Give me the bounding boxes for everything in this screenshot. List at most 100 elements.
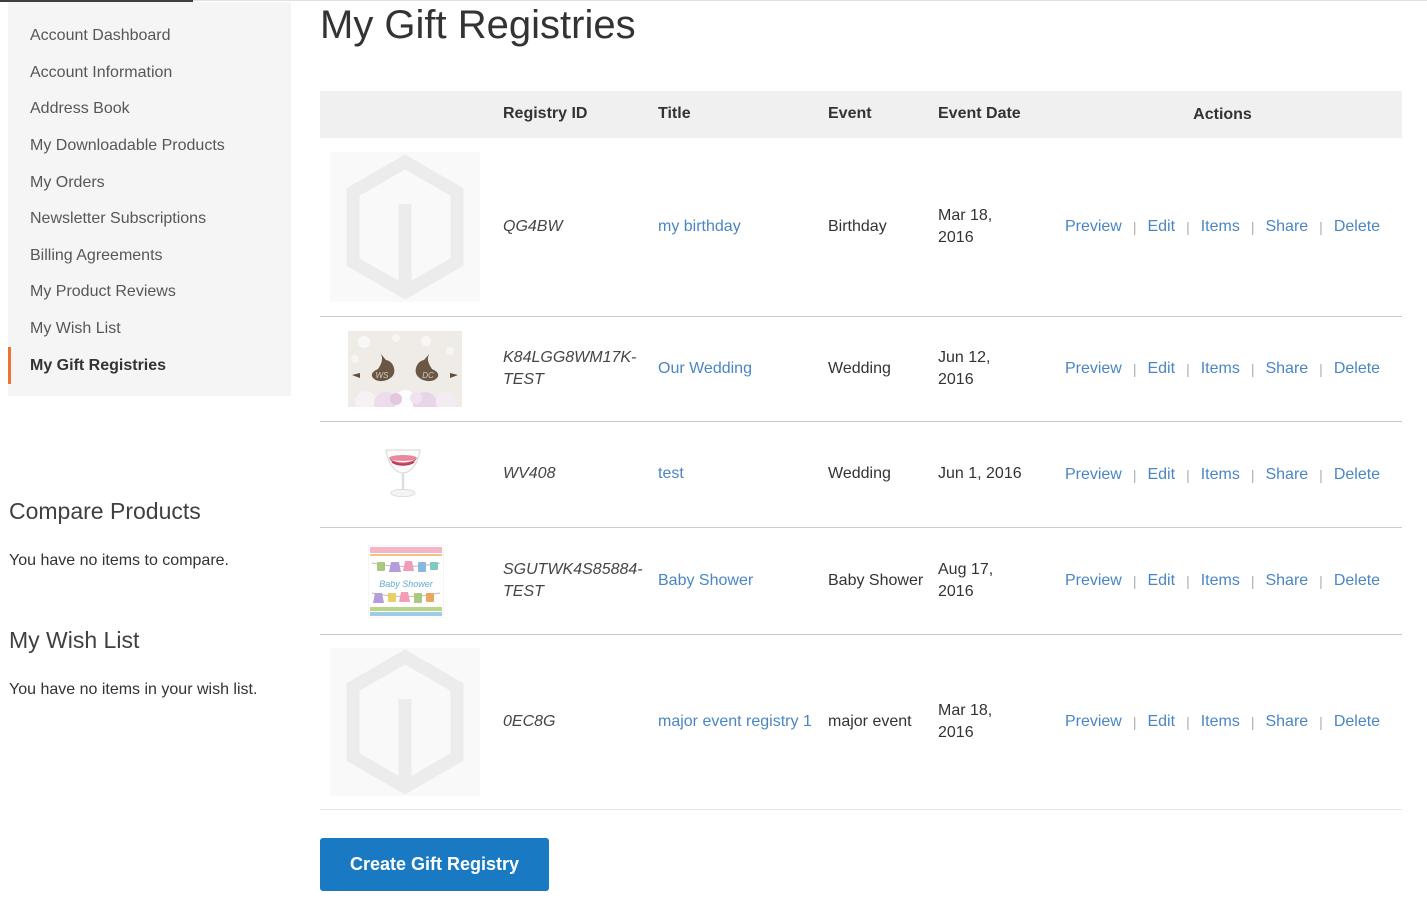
- event-date: Aug 17, 2016: [938, 560, 994, 600]
- header-event-date: Event Date: [938, 105, 1021, 123]
- items-link[interactable]: Items: [1200, 465, 1240, 483]
- registry-thumbnail-cell: [320, 446, 490, 503]
- event-date: Mar 18, 2016: [938, 206, 993, 246]
- separator: |: [1319, 219, 1323, 235]
- separator: |: [1132, 466, 1137, 483]
- delete-link[interactable]: Delete: [1333, 465, 1381, 483]
- separator: |: [1132, 573, 1137, 589]
- actions-cell: Preview | Edit | Items | Share | Delete: [1030, 466, 1402, 484]
- baby-shower-card-text: Baby Shower: [379, 579, 434, 589]
- table-header-row: Registry ID Title Event Event Date Actio…: [320, 91, 1402, 138]
- wish-list-empty-text: You have no items in your wish list.: [9, 681, 258, 698]
- actions-cell: Preview | Edit | Items | Share | Delete: [1030, 360, 1402, 378]
- share-link[interactable]: Share: [1265, 465, 1309, 483]
- sidebar-item-account-information[interactable]: Account Information: [30, 63, 173, 81]
- share-link[interactable]: Share: [1265, 713, 1309, 730]
- header-actions: Actions: [1193, 105, 1252, 123]
- items-link[interactable]: Items: [1200, 360, 1240, 377]
- sidebar-item-newsletter-subscriptions[interactable]: Newsletter Subscriptions: [30, 210, 207, 228]
- registry-id: WV408: [503, 465, 556, 483]
- page-title: My Gift Registries: [320, 3, 636, 47]
- event-type: Birthday: [828, 217, 887, 235]
- separator: |: [1319, 714, 1323, 730]
- share-link[interactable]: Share: [1265, 218, 1309, 235]
- separator: |: [1250, 714, 1255, 730]
- separator: |: [1319, 361, 1323, 377]
- preview-link[interactable]: Preview: [1064, 572, 1122, 589]
- registry-thumbnail-cell: WS DC: [320, 331, 490, 407]
- share-link[interactable]: Share: [1265, 572, 1309, 589]
- delete-link[interactable]: Delete: [1333, 572, 1381, 589]
- sidebar-item-my-gift-registries[interactable]: My Gift Registries: [8, 347, 291, 384]
- registry-title-link[interactable]: my birthday: [658, 217, 741, 235]
- registry-title-link[interactable]: Baby Shower: [658, 571, 754, 589]
- preview-link[interactable]: Preview: [1064, 218, 1122, 235]
- compare-products-empty-text: You have no items to compare.: [9, 552, 229, 569]
- separator: |: [1186, 714, 1190, 730]
- table-row: Baby Shower SGUTWK4S85884-TEST Baby Show…: [320, 528, 1402, 635]
- registry-thumbnail-cell: [320, 648, 490, 796]
- delete-link[interactable]: Delete: [1333, 713, 1381, 730]
- items-link[interactable]: Items: [1200, 572, 1240, 589]
- registry-id: QG4BW: [503, 217, 563, 235]
- separator: |: [1319, 573, 1323, 589]
- table-row: QG4BW my birthday Birthday Mar 18, 2016 …: [320, 138, 1402, 317]
- share-link[interactable]: Share: [1265, 360, 1309, 377]
- separator: |: [1132, 714, 1137, 730]
- sidebar-item-my-downloadable-products[interactable]: My Downloadable Products: [30, 137, 225, 155]
- bird-monogram: DC: [422, 371, 434, 380]
- event-date: Jun 1, 2016: [938, 465, 1022, 483]
- sidebar-item-account-dashboard[interactable]: Account Dashboard: [30, 27, 171, 45]
- preview-link[interactable]: Preview: [1064, 360, 1122, 377]
- items-link[interactable]: Items: [1200, 713, 1240, 730]
- registry-title-link[interactable]: Our Wedding: [658, 359, 752, 377]
- event-type: Wedding: [828, 465, 891, 483]
- event-type: major event: [828, 712, 912, 730]
- event-type: Wedding: [828, 359, 891, 377]
- registry-thumbnail-cell: Baby Shower: [320, 544, 490, 618]
- preview-link[interactable]: Preview: [1064, 713, 1122, 730]
- baby-shower-card-image: Baby Shower: [368, 544, 444, 618]
- gift-registries-table: Registry ID Title Event Event Date Actio…: [320, 91, 1402, 810]
- separator: |: [1132, 219, 1137, 235]
- separator: |: [1186, 573, 1190, 589]
- delete-link[interactable]: Delete: [1333, 360, 1381, 377]
- sidebar-item-my-wish-list[interactable]: My Wish List: [30, 320, 121, 338]
- event-date: Mar 18, 2016: [938, 701, 993, 741]
- cocktail-glass-image: [382, 446, 424, 503]
- actions-cell: Preview | Edit | Items | Share | Delete: [1030, 713, 1402, 731]
- magento-placeholder-image: [330, 648, 480, 796]
- magento-placeholder-image: [330, 152, 480, 302]
- edit-link[interactable]: Edit: [1147, 360, 1176, 377]
- edit-link[interactable]: Edit: [1147, 572, 1176, 589]
- sidebar-item-my-orders[interactable]: My Orders: [30, 173, 105, 191]
- main-content: My Gift Registries Registry ID Title Eve…: [320, 0, 1402, 891]
- separator: |: [1250, 573, 1255, 589]
- actions-cell: Preview | Edit | Items | Share | Delete: [1030, 572, 1402, 590]
- separator: |: [1250, 361, 1255, 377]
- edit-link[interactable]: Edit: [1147, 465, 1176, 483]
- registry-id: SGUTWK4S85884-TEST: [503, 560, 643, 600]
- registry-title-link[interactable]: major event registry 1: [658, 712, 812, 730]
- top-bar-remnant: [0, 0, 193, 2]
- create-gift-registry-button[interactable]: Create Gift Registry: [320, 838, 550, 891]
- sidebar-item-my-product-reviews[interactable]: My Product Reviews: [30, 283, 176, 301]
- registry-title-link[interactable]: test: [658, 465, 684, 483]
- registry-thumbnail-cell: [320, 152, 490, 302]
- table-row: WV408 test Wedding Jun 1, 2016 Preview | …: [320, 422, 1402, 528]
- sidebar-item-billing-agreements[interactable]: Billing Agreements: [30, 246, 163, 264]
- event-type: Baby Shower: [828, 571, 924, 589]
- header-event: Event: [828, 105, 872, 123]
- separator: |: [1186, 219, 1190, 235]
- header-title: Title: [658, 105, 691, 123]
- items-link[interactable]: Items: [1200, 218, 1240, 235]
- preview-link[interactable]: Preview: [1064, 465, 1122, 483]
- account-sidebar: Account Dashboard Account Information Ad…: [8, 2, 291, 396]
- edit-link[interactable]: Edit: [1147, 713, 1176, 730]
- compare-products-heading: Compare Products: [9, 498, 201, 524]
- table-row: WS DC K84LGG8WM17K-TEST Our Wedding Wedd…: [320, 317, 1402, 422]
- delete-link[interactable]: Delete: [1333, 218, 1381, 235]
- registry-id: 0EC8G: [503, 712, 556, 730]
- sidebar-item-address-book[interactable]: Address Book: [30, 100, 130, 118]
- edit-link[interactable]: Edit: [1147, 218, 1176, 235]
